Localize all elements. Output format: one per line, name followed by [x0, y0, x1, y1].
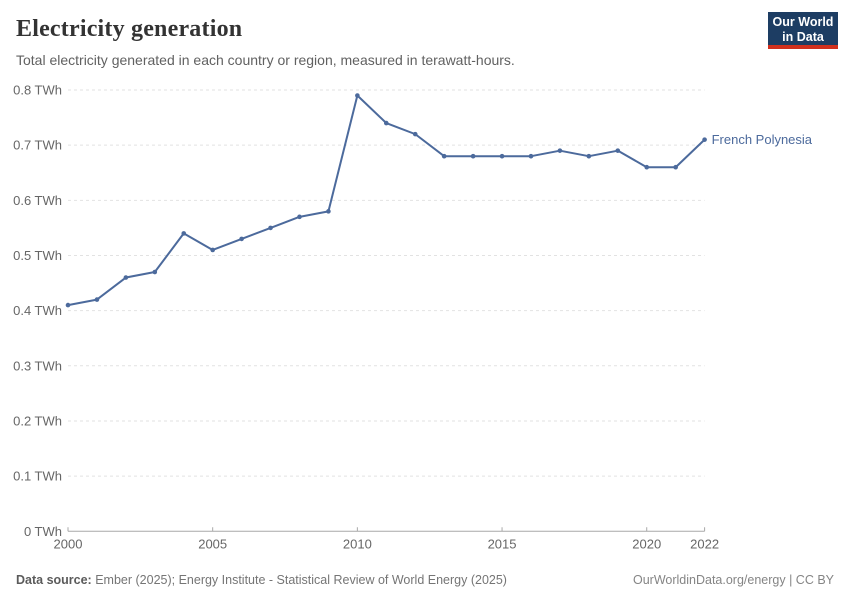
y-tick-label: 0 TWh — [24, 524, 62, 539]
entity-label[interactable]: French Polynesia — [712, 132, 813, 147]
x-tick-label: 2005 — [198, 536, 227, 551]
data-point[interactable] — [152, 269, 158, 275]
y-tick-label: 0.1 TWh — [13, 469, 62, 484]
x-tick-label: 2000 — [54, 536, 83, 551]
data-point[interactable] — [326, 209, 331, 214]
y-tick-label: 0.5 TWh — [13, 248, 62, 263]
data-point[interactable] — [412, 131, 418, 137]
data-point[interactable] — [355, 93, 360, 98]
data-point[interactable] — [644, 164, 650, 170]
chart-footer: Data source: Ember (2025); Energy Instit… — [16, 573, 834, 587]
data-source: Data source: Ember (2025); Energy Instit… — [16, 573, 507, 587]
data-point[interactable] — [499, 153, 505, 159]
data-point[interactable] — [210, 247, 215, 253]
y-tick-label: 0.6 TWh — [13, 193, 62, 208]
x-tick-label: 2010 — [343, 536, 372, 551]
data-point[interactable] — [181, 231, 187, 236]
y-tick-label: 0.3 TWh — [13, 358, 62, 373]
data-point[interactable] — [615, 148, 621, 153]
data-point[interactable] — [65, 302, 71, 308]
data-point[interactable] — [528, 153, 534, 159]
data-point[interactable] — [384, 120, 389, 126]
y-tick-label: 0.4 TWh — [13, 303, 62, 318]
x-tick-label: 2022 — [690, 536, 719, 551]
y-tick-label: 0.8 TWh — [13, 83, 62, 98]
data-point[interactable] — [239, 236, 244, 242]
data-source-text: Ember (2025); Energy Institute - Statist… — [91, 573, 507, 587]
y-tick-label: 0.7 TWh — [13, 138, 62, 153]
data-point[interactable] — [441, 153, 447, 159]
data-point[interactable] — [557, 148, 563, 153]
x-tick-label: 2015 — [488, 536, 517, 551]
page-subtitle: Total electricity generated in each coun… — [16, 52, 515, 68]
owid-logo-line1: Our World — [772, 15, 834, 29]
data-point[interactable] — [470, 153, 476, 159]
data-point[interactable] — [94, 297, 100, 302]
line-chart: 0 TWh 0.1 TWh 0.2 TWh 0.3 TWh 0.4 TWh 0.5 TWh… — [13, 83, 813, 552]
owid-logo[interactable]: Our World in Data — [768, 12, 838, 49]
data-point[interactable] — [702, 137, 707, 142]
data-point[interactable] — [586, 153, 592, 159]
page-title: Electricity generation — [16, 16, 243, 42]
data-point[interactable] — [268, 225, 273, 231]
x-tick-label: 2020 — [632, 536, 661, 551]
credit-line: OurWorldinData.org/energy | CC BY — [632, 573, 834, 587]
y-tick-label: 0.2 TWh — [13, 413, 62, 428]
data-point[interactable] — [123, 275, 129, 280]
data-point[interactable] — [297, 214, 302, 220]
data-point[interactable] — [673, 164, 678, 170]
data-source-label: Data source: — [16, 573, 92, 587]
owid-logo-line2: in Data — [782, 30, 824, 44]
